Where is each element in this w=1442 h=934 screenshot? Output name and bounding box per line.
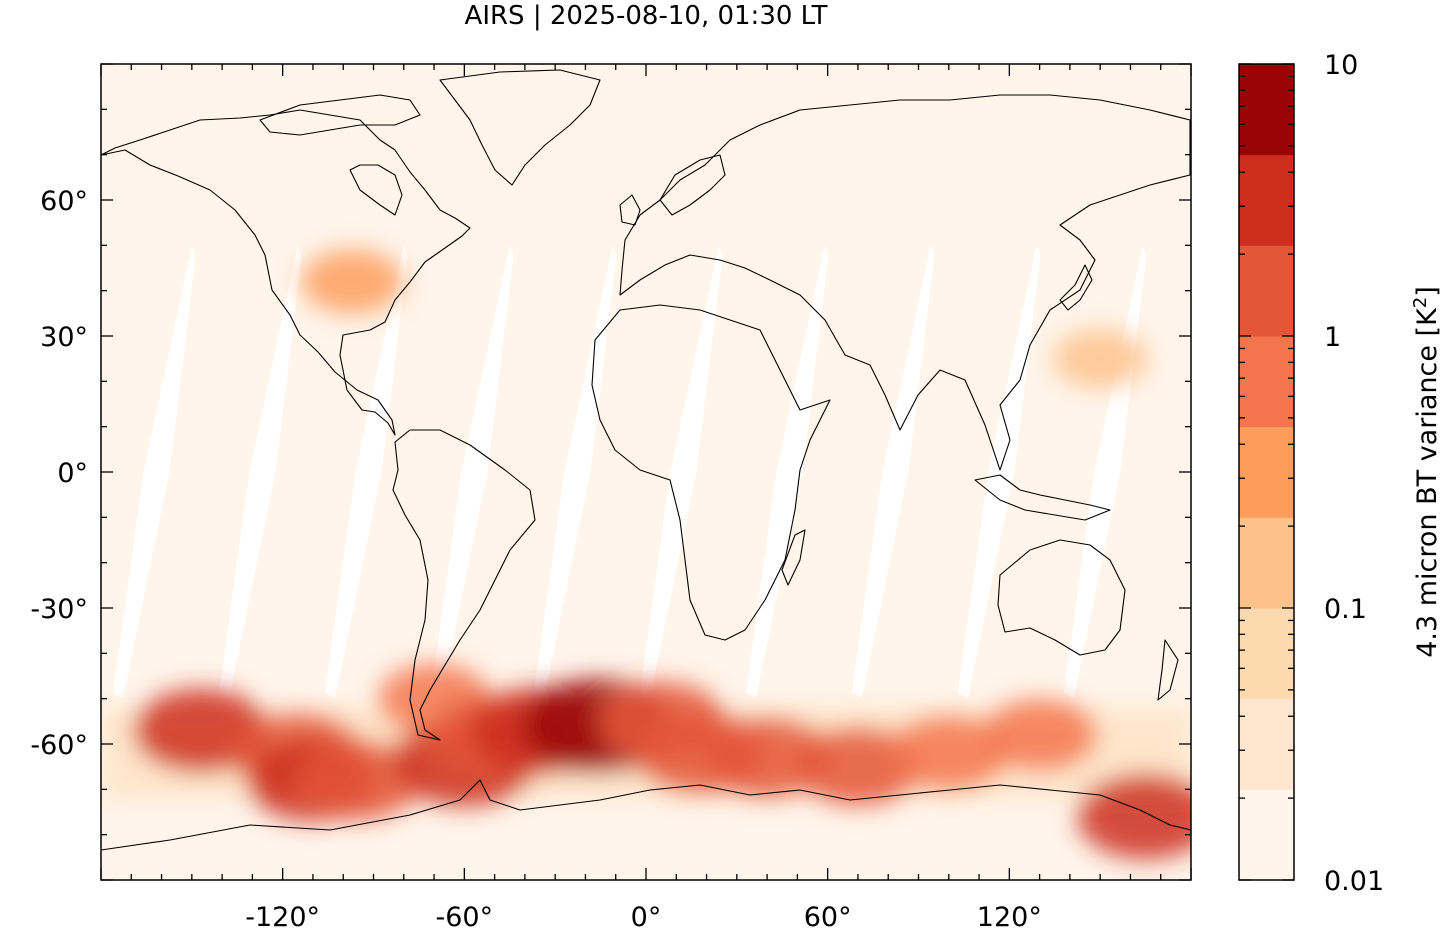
colorbar bbox=[1239, 64, 1294, 881]
colorbar-bin-3 bbox=[1239, 517, 1294, 608]
map-plot-area bbox=[101, 64, 1214, 880]
colorbar-bin-4 bbox=[1239, 427, 1294, 518]
lat-label-3: -30° bbox=[30, 594, 88, 625]
longitude-tick-labels: -120° -60° 0° 60° 120° bbox=[245, 902, 1042, 930]
hotspot-15 bbox=[1077, 774, 1214, 860]
colorbar-tick-label-2: 0.1 bbox=[1324, 594, 1367, 625]
latitude-tick-labels: 60° 30° 0° -30° -60° bbox=[30, 186, 88, 761]
figure-title: AIRS | 2025-08-10, 01:30 LT bbox=[465, 1, 828, 31]
lon-label-4: 120° bbox=[977, 902, 1042, 930]
colorbar-bin-2 bbox=[1239, 608, 1294, 699]
hotspot-14 bbox=[982, 699, 1097, 771]
hotspot-16 bbox=[301, 250, 403, 314]
colorbar-bin-6 bbox=[1239, 245, 1294, 336]
colorbar-tick-labels: 10 1 0.1 0.01 bbox=[1324, 50, 1384, 897]
colorbar-tick-label-0: 10 bbox=[1324, 50, 1358, 81]
lat-label-1: 30° bbox=[40, 322, 88, 353]
colorbar-bin-1 bbox=[1239, 699, 1294, 790]
colorbar-bin-8 bbox=[1239, 64, 1294, 155]
colorbar-tick-label-3: 0.01 bbox=[1324, 866, 1384, 897]
lon-label-1: -60° bbox=[436, 902, 494, 930]
colorbar-label-text: 4.3 micron BT variance [K bbox=[1412, 307, 1442, 658]
colorbar-bin-7 bbox=[1239, 155, 1294, 246]
lon-label-0: -120° bbox=[245, 902, 320, 930]
lat-label-4: -60° bbox=[30, 730, 88, 761]
colorbar-bin-0 bbox=[1239, 789, 1294, 880]
lon-label-3: 60° bbox=[804, 902, 852, 930]
hotspot-17 bbox=[1053, 329, 1148, 389]
colorbar-label-suffix: ] bbox=[1412, 286, 1442, 297]
colorbar-bin-5 bbox=[1239, 336, 1294, 427]
lon-label-2: 0° bbox=[631, 902, 662, 930]
lat-label-0: 60° bbox=[40, 186, 88, 217]
colorbar-label-superscript: 2 bbox=[1410, 297, 1431, 308]
lat-label-2: 0° bbox=[57, 458, 88, 489]
colorbar-label: 4.3 micron BT variance [K2] bbox=[1410, 286, 1442, 658]
colorbar-tick-label-1: 1 bbox=[1324, 322, 1341, 353]
